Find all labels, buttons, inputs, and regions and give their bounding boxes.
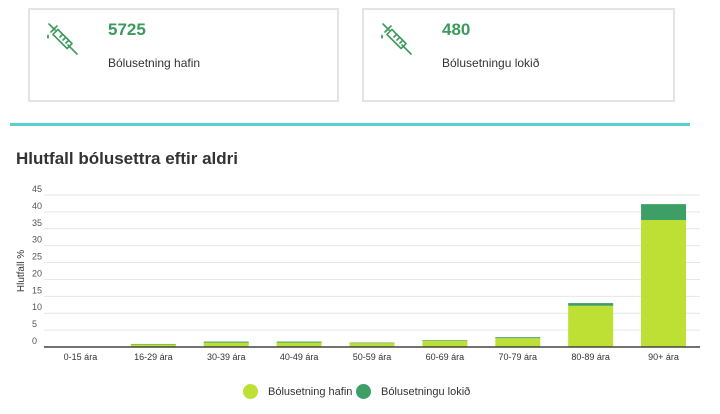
y-tick-label: 10 <box>32 302 42 312</box>
y-tick-label: 25 <box>32 252 42 262</box>
bar-completed <box>495 337 541 339</box>
bar-started <box>130 344 176 347</box>
stat-value: 480 <box>442 20 471 39</box>
bar-started <box>203 342 249 347</box>
bar-completed <box>422 340 468 341</box>
bar-completed <box>203 341 249 343</box>
x-tick-label: 16-29 ára <box>134 352 173 362</box>
y-axis-label: Hlutfall % <box>16 250 27 292</box>
legend-label: Bólusetningu lokið <box>381 385 471 398</box>
y-tick-label: 30 <box>32 235 42 245</box>
y-tick-label: 0 <box>32 336 37 346</box>
y-tick-label: 20 <box>32 268 42 278</box>
legend-item-completed[interactable]: Bólusetningu lokið <box>356 384 470 399</box>
x-tick-label: 90+ ára <box>648 352 679 362</box>
x-tick-label: 70-79 ára <box>499 352 538 362</box>
bar-completed <box>349 342 395 344</box>
legend-swatch-completed <box>356 384 371 399</box>
syringe-icon <box>381 23 412 55</box>
y-tick-label: 45 <box>32 184 42 194</box>
y-tick-label: 40 <box>32 201 42 211</box>
x-tick-label: 40-49 ára <box>280 352 319 362</box>
bar-started <box>276 342 322 347</box>
legend-label: Bólusetning hafin <box>268 385 353 398</box>
x-tick-label: 80-89 ára <box>571 352 610 362</box>
x-tick-label: 60-69 ára <box>426 352 465 362</box>
stat-card-started: 5725 Bólusetning hafin <box>28 8 339 102</box>
legend-swatch-started <box>243 384 258 399</box>
legend-item-started[interactable]: Bólusetning hafin <box>243 384 352 399</box>
section-divider <box>10 123 690 126</box>
stat-label: Bólusetningu lokið <box>442 56 540 70</box>
bar-completed <box>130 343 176 345</box>
stat-value: 5725 <box>108 20 146 39</box>
chart-title: Hlutfall bólusettra eftir aldri <box>16 149 238 168</box>
bar-started <box>422 340 468 347</box>
x-tick-label: 30-39 ára <box>207 352 246 362</box>
bar-completed <box>276 341 322 343</box>
x-tick-label: 0-15 ára <box>64 352 98 362</box>
bar-started <box>349 342 395 347</box>
x-tick-label: 50-59 ára <box>353 352 392 362</box>
stat-label: Bólusetning hafin <box>108 56 201 70</box>
syringe-icon <box>47 23 78 55</box>
bar-started <box>495 338 541 347</box>
bar-started <box>641 219 687 347</box>
y-tick-label: 5 <box>32 319 37 329</box>
bar-started <box>568 305 614 347</box>
y-tick-label: 35 <box>32 218 42 228</box>
y-tick-label: 15 <box>32 285 42 295</box>
bar-completed <box>568 303 614 306</box>
bar-completed <box>641 204 687 220</box>
stat-card-completed: 480 Bólusetningu lokið <box>362 8 675 102</box>
